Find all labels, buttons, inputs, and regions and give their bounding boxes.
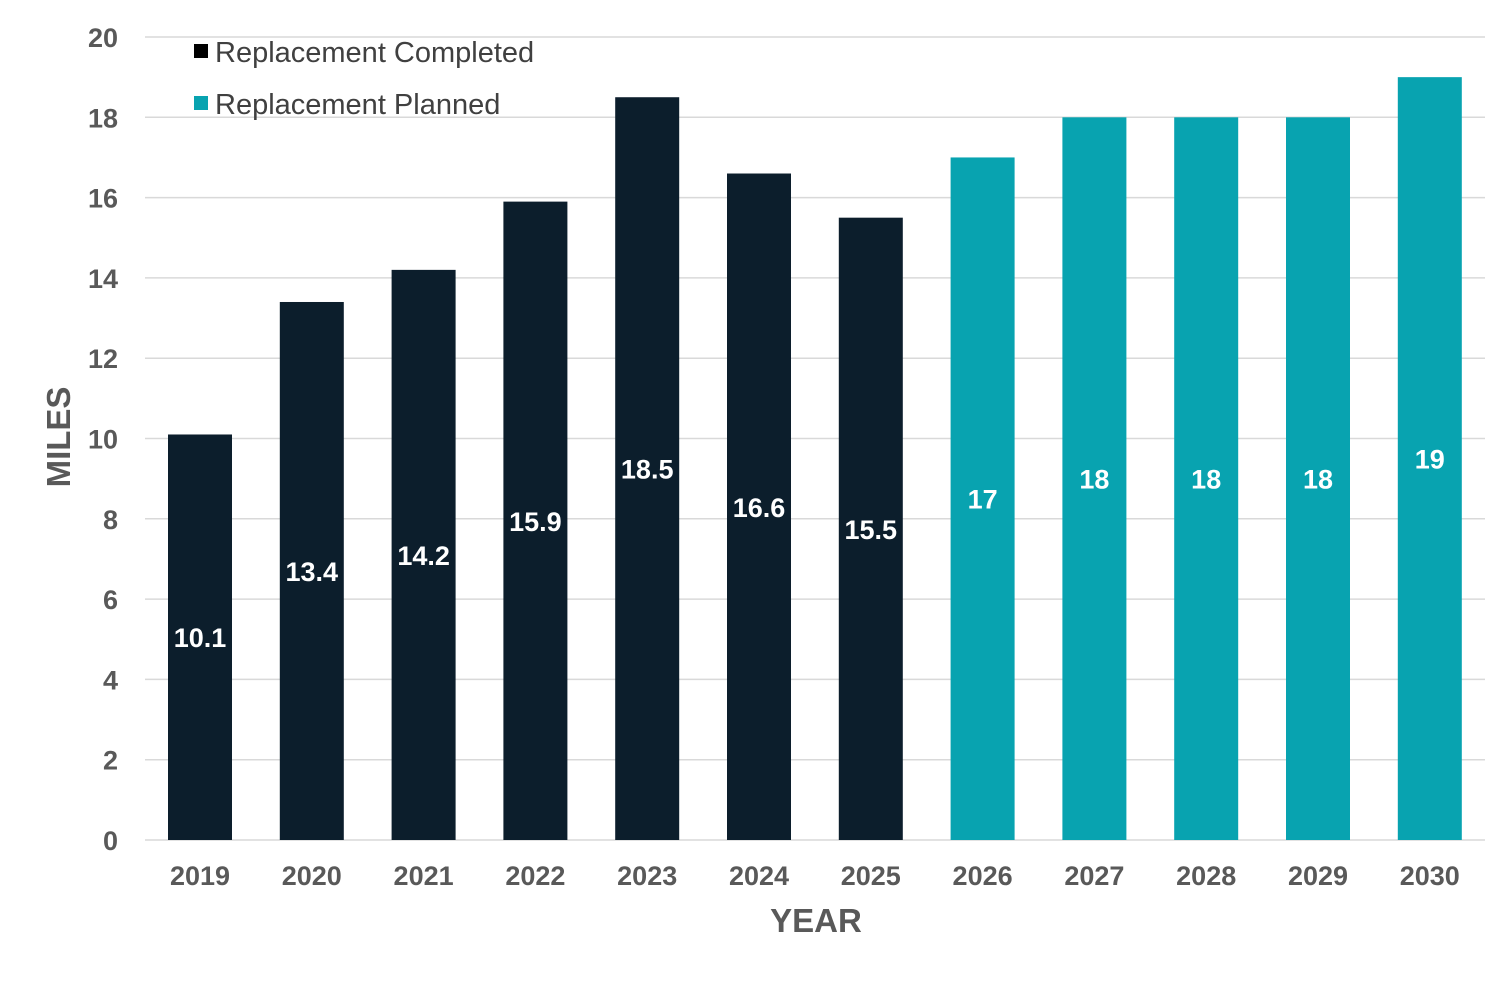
y-tick-label: 0 bbox=[103, 826, 118, 856]
legend: Replacement Completed Replacement Planne… bbox=[194, 37, 534, 121]
y-tick-label: 14 bbox=[88, 264, 118, 294]
legend-swatch-planned bbox=[194, 96, 208, 110]
x-tick-label: 2027 bbox=[1064, 861, 1124, 891]
bar-data-labels: 10.1 13.4 14.2 15.9 18.5 16.6 15.5 17 18 18 18 19 bbox=[174, 445, 1445, 654]
y-tick-label: 8 bbox=[103, 505, 118, 535]
bar-data-label: 15.5 bbox=[845, 515, 898, 545]
bar-2027 bbox=[1062, 117, 1127, 841]
y-tick-label: 20 bbox=[88, 23, 118, 53]
bar-2024 bbox=[727, 173, 791, 840]
x-axis-title: YEAR bbox=[770, 902, 862, 939]
bars bbox=[168, 77, 1462, 841]
y-axis-title: MILES bbox=[40, 387, 77, 488]
bar-data-label: 19 bbox=[1415, 445, 1445, 475]
bar-data-label: 18 bbox=[1191, 465, 1221, 495]
x-tick-label: 2020 bbox=[282, 861, 342, 891]
y-tick-label: 16 bbox=[88, 184, 118, 214]
bar-data-label: 18 bbox=[1303, 465, 1333, 495]
x-tick-label: 2030 bbox=[1400, 861, 1460, 891]
y-tick-label: 12 bbox=[88, 344, 118, 374]
y-tick-label: 18 bbox=[88, 103, 118, 133]
bar-2028 bbox=[1174, 117, 1239, 841]
y-axis-ticks: 0 2 4 6 8 10 12 14 16 18 20 bbox=[88, 23, 118, 856]
bar-2025 bbox=[838, 217, 903, 841]
bar-data-label: 17 bbox=[968, 485, 998, 515]
bar-2030 bbox=[1397, 77, 1462, 840]
bar-2021 bbox=[391, 269, 456, 840]
bar-2023 bbox=[615, 97, 680, 841]
bar-data-label: 14.2 bbox=[397, 541, 450, 571]
bar-data-label: 18 bbox=[1079, 465, 1109, 495]
y-tick-label: 2 bbox=[103, 746, 118, 776]
bar-data-label: 13.4 bbox=[286, 557, 339, 587]
legend-label-planned: Replacement Planned bbox=[215, 89, 500, 121]
x-tick-label: 2028 bbox=[1176, 861, 1236, 891]
x-tick-label: 2024 bbox=[729, 861, 789, 891]
bar-2022 bbox=[503, 201, 568, 841]
y-tick-label: 4 bbox=[103, 665, 118, 695]
y-tick-label: 10 bbox=[88, 425, 118, 455]
bar-data-label: 15.9 bbox=[509, 507, 562, 537]
gridlines bbox=[145, 36, 1485, 841]
x-tick-label: 2026 bbox=[953, 861, 1013, 891]
bar-data-label: 18.5 bbox=[621, 455, 674, 485]
bar-data-label: 10.1 bbox=[174, 623, 227, 653]
x-tick-label: 2019 bbox=[170, 861, 230, 891]
bar-2019 bbox=[168, 434, 232, 840]
x-tick-label: 2025 bbox=[841, 861, 901, 891]
x-tick-label: 2022 bbox=[505, 861, 565, 891]
bar-2020 bbox=[279, 301, 344, 840]
x-axis-ticks: 2019 2020 2021 2022 2023 2024 2025 2026 2027 2028… bbox=[170, 861, 1460, 891]
x-tick-label: 2021 bbox=[394, 861, 454, 891]
x-tick-label: 2023 bbox=[617, 861, 677, 891]
bar-data-label: 16.6 bbox=[733, 493, 786, 523]
bar-2026 bbox=[950, 157, 1015, 840]
x-tick-label: 2029 bbox=[1288, 861, 1348, 891]
legend-label-completed: Replacement Completed bbox=[215, 37, 534, 69]
bar-2029 bbox=[1286, 117, 1350, 841]
y-tick-label: 6 bbox=[103, 585, 118, 615]
legend-swatch-completed bbox=[194, 44, 208, 58]
